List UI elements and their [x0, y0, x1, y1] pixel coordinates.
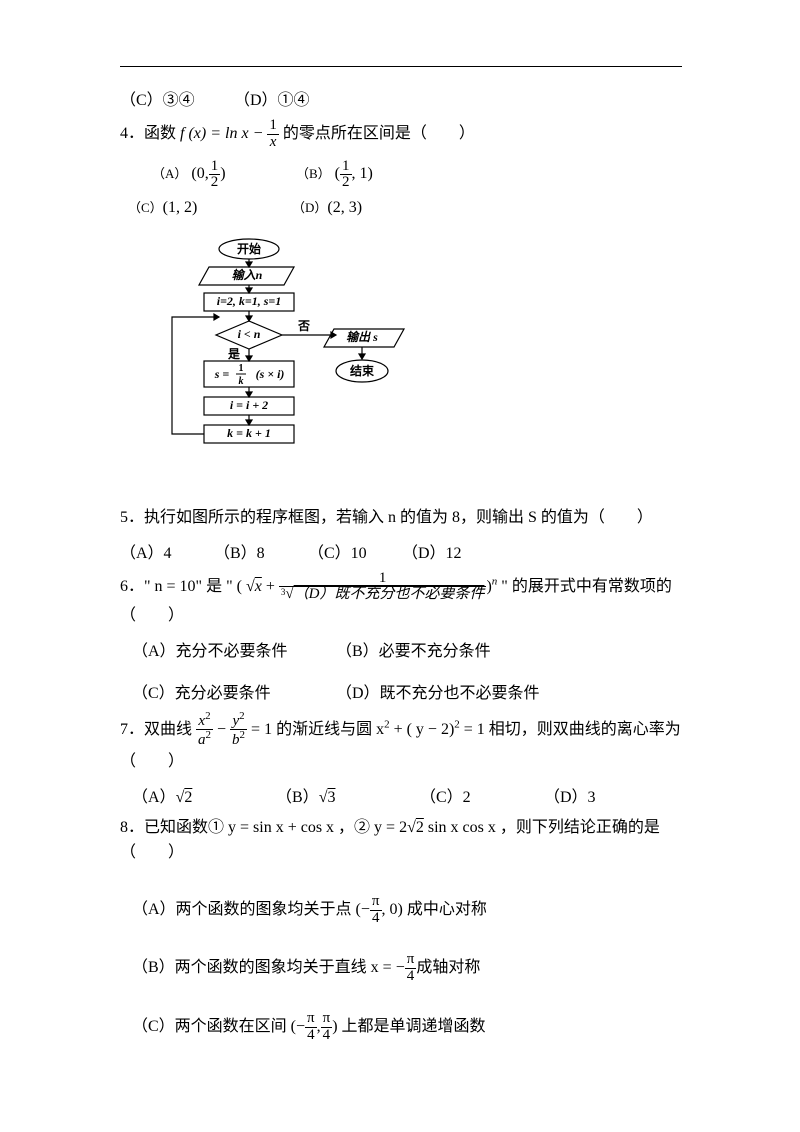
n: π: [321, 1011, 333, 1027]
d: （D）既不充分也不必要条件: [294, 586, 485, 602]
q4-row1: （A） (0, 12) （B） (12, 1): [120, 159, 690, 192]
b: （B）必要不充分条件: [336, 637, 491, 661]
sl: s =: [214, 367, 230, 381]
d: 2: [209, 174, 221, 191]
v: (1, 2): [163, 199, 198, 217]
r: 3: [281, 587, 286, 597]
d: 2: [340, 174, 352, 191]
init: i=2, k=1, s=1: [217, 294, 282, 308]
t: 成轴对称: [416, 953, 480, 977]
out: 输出 s: [346, 330, 378, 344]
a: （A）4: [120, 539, 210, 563]
fx: f (x) = ln x −: [180, 125, 267, 142]
a: （A）充分不必要条件: [132, 637, 332, 661]
t: , 1): [352, 165, 373, 183]
sr: (s × i): [256, 367, 285, 381]
flowchart: 开始 输入n i=2, k=1, s=1 i < n 是 否 s = 1 k (…: [164, 237, 424, 497]
d: 4: [370, 910, 382, 927]
b: （B）8: [214, 539, 304, 563]
yp: + ( y − 2): [394, 721, 455, 738]
v: 2: [184, 789, 192, 807]
t: 8．已知函数① y = sin x + cos x ，② y = 2: [120, 819, 407, 836]
q6-r2: （C）充分必要条件 （D）既不充分也不必要条件: [120, 679, 690, 703]
q8-stem: 8．已知函数① y = sin x + cos x ，② y = 2√2 sin…: [120, 815, 690, 866]
t: ) 上都是单调递增函数: [332, 1012, 485, 1036]
no: 否: [297, 319, 310, 333]
a: a: [198, 732, 206, 748]
r: 2: [416, 819, 424, 836]
pn: n: [492, 575, 498, 587]
opt-b-label: （B）: [296, 163, 331, 182]
q8-B: （B）两个函数的图象均关于直线 x = − π4 成轴对称: [120, 952, 690, 985]
q7-opts: （A）√2 （B）√3 （C）2 （D）3: [120, 783, 690, 807]
d: （D）既不充分也不必要条件: [336, 679, 540, 703]
l: （C）: [128, 197, 163, 216]
num: 1: [267, 118, 279, 134]
q-prev-options: （C）③④ （D）①④: [120, 86, 690, 110]
txt: 的零点所在区间是（ ）: [283, 125, 475, 142]
d: 4: [405, 968, 417, 985]
c: （C）2: [420, 783, 540, 807]
n: π: [370, 894, 382, 910]
opt-d: （D）①④: [234, 86, 310, 110]
d: 4: [305, 1027, 317, 1044]
n: 1: [279, 571, 487, 587]
q4-stem: 4．函数 f (x) = ln x − 1x 的零点所在区间是（ ）: [120, 118, 690, 151]
den: x: [270, 134, 277, 150]
b: b: [232, 732, 240, 748]
t: (0,: [191, 165, 208, 183]
sn: 1: [239, 363, 244, 374]
n: 1: [340, 159, 352, 175]
q5-stem: 5．执行如图所示的程序框图，若输入 n 的值为 8，则输出 S 的值为（ ）: [120, 505, 690, 531]
ipp: i = i + 2: [230, 398, 268, 412]
in: 输入n: [232, 268, 263, 282]
rx: x: [255, 578, 262, 595]
n: π: [305, 1011, 317, 1027]
e: = 1 的渐近线与圆 x: [251, 721, 384, 738]
q4-row2: （C）(1, 2) （D）(2, 3): [120, 197, 690, 217]
l: （A）: [132, 783, 176, 807]
t: （C）两个函数在区间 (−: [132, 1012, 305, 1036]
yes: 是: [227, 347, 241, 361]
txt: 4．函数: [120, 125, 180, 142]
t: （B）两个函数的图象均关于直线 x = −: [132, 953, 405, 977]
t: 6．" n = 10" 是 " (: [120, 578, 242, 595]
end: 结束: [350, 363, 375, 378]
c: （C）10: [308, 539, 398, 563]
opt-c: （C）③④: [120, 86, 230, 110]
opt-a-label: （A）: [152, 163, 187, 182]
q5-opts: （A）4 （B）8 （C）10 （D）12: [120, 539, 690, 563]
p: +: [266, 578, 279, 595]
start: 开始: [237, 241, 261, 256]
t: , 0) 成中心对称: [382, 895, 487, 919]
d: （D）12: [402, 539, 462, 563]
m: −: [217, 721, 230, 738]
frac: 1x: [267, 118, 279, 151]
l: （D）: [292, 197, 327, 216]
cond: i < n: [238, 327, 261, 341]
d: 4: [321, 1027, 333, 1044]
l: （B）: [276, 783, 319, 807]
t: ): [220, 165, 225, 183]
n: 1: [209, 159, 221, 175]
t: （A）两个函数的图象均关于点 (−: [132, 895, 370, 919]
t: 7．双曲线: [120, 721, 196, 738]
v: (2, 3): [327, 199, 362, 217]
d: （D）3: [544, 783, 596, 807]
q6-r1: （A）充分不必要条件 （B）必要不充分条件: [120, 637, 690, 661]
c: （C）充分必要条件: [132, 679, 332, 703]
kpp: k = k + 1: [227, 426, 271, 440]
v: 3: [327, 789, 335, 807]
q8-A: （A）两个函数的图象均关于点 (− π4, 0) 成中心对称: [120, 894, 690, 927]
q7-stem: 7．双曲线 x2a2 − y2b2 = 1 的渐近线与圆 x2 + ( y − …: [120, 711, 690, 775]
q8-C: （C）两个函数在区间 (− π4, π4) 上都是单调递增函数: [120, 1011, 690, 1044]
n: π: [405, 952, 417, 968]
q6-stem: 6．" n = 10" 是 " ( √x + 13√（D）既不充分也不必要条件)…: [120, 571, 690, 629]
sd: k: [239, 376, 244, 387]
